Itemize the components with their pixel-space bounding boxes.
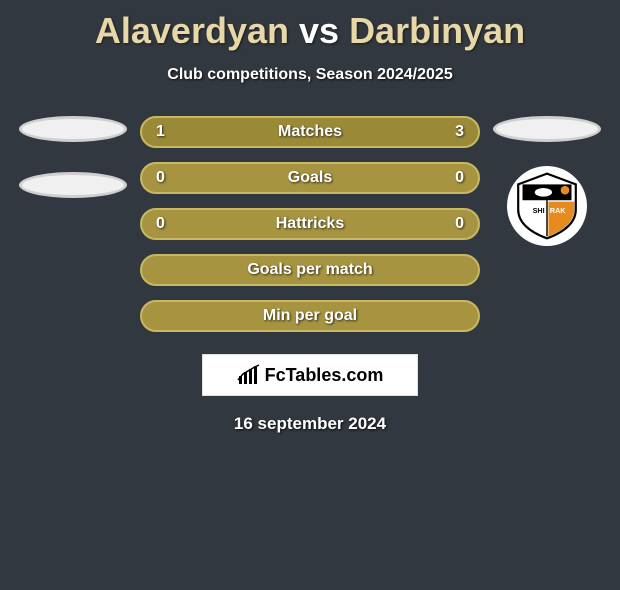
stat-label: Min per goal bbox=[142, 307, 478, 325]
comparison-container: 1 Matches 3 0 Goals 0 0 Hattricks 0 Goal… bbox=[0, 116, 620, 332]
brand-text: FcTables.com bbox=[265, 365, 384, 386]
stat-row-min-per-goal: Min per goal bbox=[140, 300, 480, 332]
left-avatar-placeholder-1 bbox=[19, 116, 127, 142]
date-text: 16 september 2024 bbox=[0, 414, 620, 434]
stat-label: Goals per match bbox=[142, 261, 478, 279]
stat-right-value: 0 bbox=[455, 169, 464, 187]
vs-text: vs bbox=[299, 10, 339, 51]
stat-row-hattricks: 0 Hattricks 0 bbox=[140, 208, 480, 240]
stat-label: Goals bbox=[142, 169, 478, 187]
stat-left-value: 1 bbox=[156, 123, 165, 141]
left-avatar-placeholder-2 bbox=[19, 172, 127, 198]
stat-left-value: 0 bbox=[156, 215, 165, 233]
stat-right-value: 3 bbox=[455, 123, 464, 141]
left-side-column bbox=[18, 116, 128, 198]
stat-left-value: 0 bbox=[156, 169, 165, 187]
stat-right-value: 0 bbox=[455, 215, 464, 233]
right-avatar-placeholder-1 bbox=[493, 116, 601, 142]
stat-row-matches: 1 Matches 3 bbox=[140, 116, 480, 148]
stat-label: Hattricks bbox=[142, 215, 478, 233]
chart-icon bbox=[237, 364, 261, 386]
stat-label: Matches bbox=[142, 123, 478, 141]
shirak-badge-icon: SHI RAK bbox=[511, 170, 583, 242]
stat-row-goals-per-match: Goals per match bbox=[140, 254, 480, 286]
subtitle: Club competitions, Season 2024/2025 bbox=[0, 66, 620, 84]
svg-text:RAK: RAK bbox=[550, 206, 566, 215]
page-title: Alaverdyan vs Darbinyan bbox=[0, 10, 620, 52]
right-side-column: SHI RAK bbox=[492, 116, 602, 246]
club-badge: SHI RAK bbox=[507, 166, 587, 246]
player-right-name: Darbinyan bbox=[349, 10, 525, 51]
svg-text:SHI: SHI bbox=[533, 206, 545, 215]
stat-row-goals: 0 Goals 0 bbox=[140, 162, 480, 194]
brand-box[interactable]: FcTables.com bbox=[202, 354, 418, 396]
player-left-name: Alaverdyan bbox=[95, 10, 289, 51]
stat-list: 1 Matches 3 0 Goals 0 0 Hattricks 0 Goal… bbox=[140, 116, 480, 332]
